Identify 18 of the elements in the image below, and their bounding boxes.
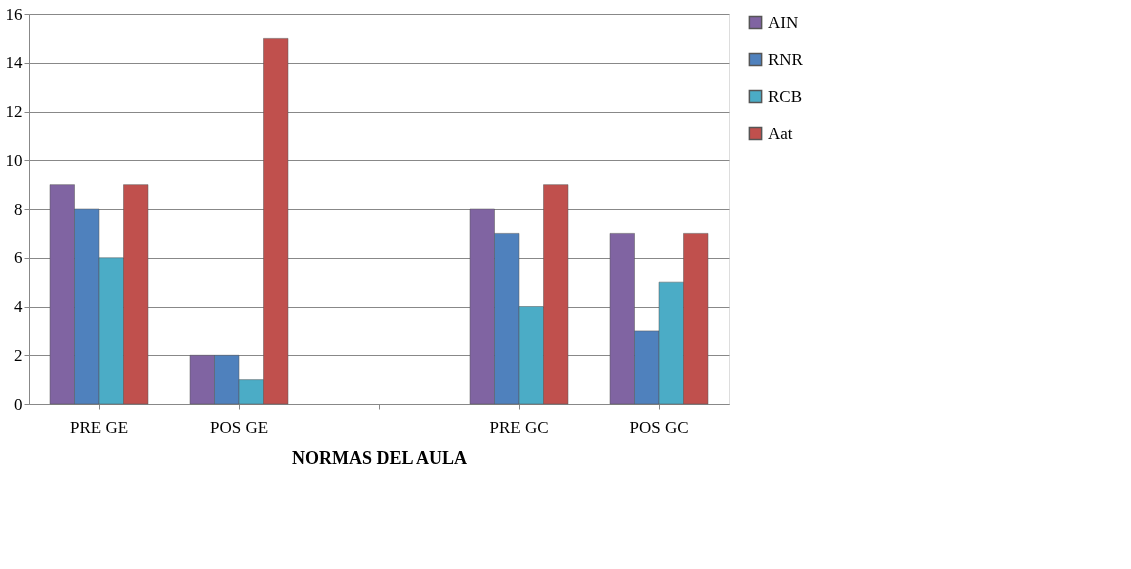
x-tick-label: POS GE: [209, 417, 269, 437]
x-axis-title: NORMAS DEL AULA: [291, 447, 468, 468]
legend-label: AIN: [768, 12, 799, 32]
y-tick-label: 10: [5, 150, 23, 170]
y-tick-label: 8: [14, 199, 23, 219]
legend-label: RCB: [768, 86, 803, 106]
legend-label: Aat: [768, 123, 793, 143]
y-tick-label: 0: [14, 394, 23, 414]
legend-label: RNR: [768, 49, 804, 69]
x-tick-label: PRE GC: [489, 417, 549, 437]
y-tick-label: 16: [5, 4, 23, 24]
y-tick-label: 4: [14, 297, 23, 316]
y-tick-label: 2: [14, 345, 23, 365]
y-tick-label: 6: [14, 248, 23, 268]
x-tick-label: POS GC: [629, 417, 689, 437]
y-tick-label: 12: [5, 102, 23, 121]
x-tick-label: PRE GE: [69, 417, 129, 437]
y-tick-label: 14: [5, 53, 23, 73]
